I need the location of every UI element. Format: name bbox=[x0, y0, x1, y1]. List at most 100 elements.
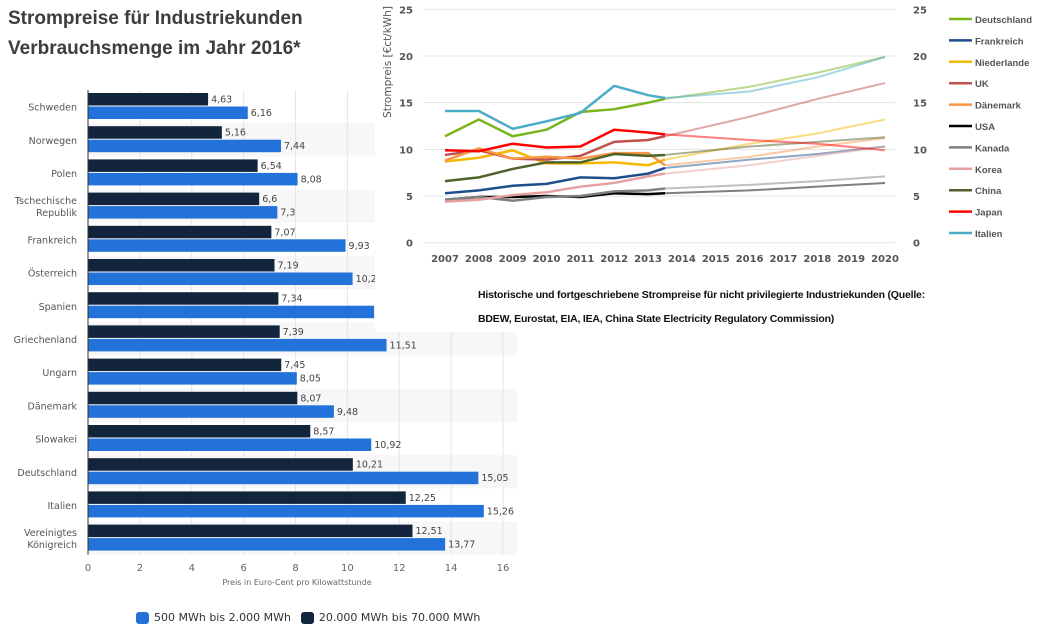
y-tick-label-right: 20 bbox=[913, 52, 927, 63]
caption-line-1: Historische und fortgeschriebene Strompr… bbox=[478, 289, 925, 301]
category-label: Tschechische bbox=[14, 196, 77, 207]
bar bbox=[88, 491, 406, 504]
legend-item-small-consumers[interactable]: 500 MWh bis 2.000 MWh bbox=[136, 611, 291, 624]
bar-value-label: 12,25 bbox=[409, 493, 436, 504]
category-label: Dänemark bbox=[28, 401, 78, 412]
y-tick-label-left: 10 bbox=[399, 145, 413, 156]
projection-line-korea bbox=[664, 145, 886, 175]
x-tick-label: 2007 bbox=[431, 254, 459, 265]
bar bbox=[88, 405, 334, 418]
y-tick-label-left: 25 bbox=[399, 5, 413, 16]
bar-value-label: 6,16 bbox=[251, 108, 272, 119]
bar-value-label: 7,19 bbox=[277, 261, 298, 272]
category-label: Ungarn bbox=[42, 368, 77, 379]
bar-legend: 500 MWh bis 2.000 MWh 20.000 MWh bis 70.… bbox=[136, 611, 480, 624]
x-tick-label: 2020 bbox=[871, 254, 899, 265]
legend-label: Korea bbox=[975, 165, 1003, 176]
x-tick-label: 2013 bbox=[634, 254, 662, 265]
legend-item-kanada[interactable]: Kanada bbox=[949, 143, 1010, 154]
legend-item-italien[interactable]: Italien bbox=[949, 229, 1003, 240]
x-tick-label: 2009 bbox=[499, 254, 527, 265]
bar bbox=[88, 139, 281, 153]
y-tick-label-left: 5 bbox=[406, 192, 413, 203]
historical-line-frankreich bbox=[444, 166, 666, 195]
y-tick-label-left: 0 bbox=[406, 239, 413, 250]
x-axis-title: Preis in Euro-Cent pro Kilowattstunde bbox=[222, 578, 371, 587]
x-tick-label: 12 bbox=[393, 563, 406, 574]
bar-value-label: 10,21 bbox=[356, 460, 383, 471]
bar-value-label: 10,2 bbox=[356, 274, 377, 285]
x-tick-label: 2017 bbox=[770, 254, 798, 265]
x-tick-label: 2018 bbox=[803, 254, 831, 265]
bar bbox=[88, 159, 258, 172]
bar bbox=[88, 372, 297, 385]
y-tick-label-right: 25 bbox=[913, 5, 927, 16]
projection-line-dänemark bbox=[664, 137, 886, 167]
bar bbox=[88, 358, 282, 372]
legend-label: Dänemark bbox=[975, 101, 1022, 112]
legend-item-large-consumers[interactable]: 20.000 MWh bis 70.000 MWh bbox=[300, 611, 481, 624]
legend-item-korea[interactable]: Korea bbox=[949, 165, 1003, 176]
legend-item-uk[interactable]: UK bbox=[949, 79, 989, 90]
category-label: Vereinigtes bbox=[24, 528, 77, 539]
y-tick-label-right: 5 bbox=[913, 192, 920, 203]
bar-value-label: 7,45 bbox=[284, 360, 305, 371]
bar bbox=[88, 438, 372, 451]
category-label: Polen bbox=[51, 169, 77, 180]
bar-value-label: 15,26 bbox=[487, 506, 514, 517]
bar bbox=[88, 106, 248, 119]
legend-item-china[interactable]: China bbox=[949, 186, 1002, 197]
legend-item-japan[interactable]: Japan bbox=[949, 208, 1003, 219]
legend-label: Frankreich bbox=[975, 36, 1024, 47]
historical-line-japan bbox=[444, 128, 666, 153]
legend-item-frankreich[interactable]: Frankreich bbox=[949, 36, 1024, 47]
category-label: Slowakei bbox=[35, 435, 77, 446]
historical-line-korea bbox=[444, 172, 666, 203]
x-tick-label: 14 bbox=[445, 563, 458, 574]
y-tick-label-right: 15 bbox=[913, 99, 927, 110]
bar-value-label: 7,44 bbox=[284, 141, 305, 152]
bar-value-label: 7,34 bbox=[281, 294, 302, 305]
bar-value-label: 12,51 bbox=[415, 526, 442, 537]
bar bbox=[88, 458, 353, 471]
legend-item-usa[interactable]: USA bbox=[949, 122, 995, 133]
bar-value-label: 7,07 bbox=[274, 227, 295, 238]
legend-label: Niederlande bbox=[975, 58, 1029, 69]
bar bbox=[88, 325, 280, 338]
bar bbox=[88, 504, 484, 518]
bar-value-label: 8,05 bbox=[300, 374, 321, 385]
bar bbox=[88, 126, 222, 139]
bar-value-label: 7,39 bbox=[283, 327, 304, 338]
x-tick-label: 2010 bbox=[533, 254, 561, 265]
projection-line-italien bbox=[664, 55, 886, 99]
x-tick-label: 2016 bbox=[736, 254, 764, 265]
bar bbox=[88, 272, 353, 285]
legend-item-deutschland[interactable]: Deutschland bbox=[949, 15, 1032, 26]
bar bbox=[88, 192, 260, 206]
category-label: Deutschland bbox=[17, 468, 77, 479]
caption-line-2: BDEW, Eurostat, EIA, IEA, China State El… bbox=[478, 313, 835, 325]
bar bbox=[88, 305, 375, 319]
bar bbox=[88, 206, 278, 219]
legend-label: Deutschland bbox=[975, 15, 1032, 26]
bar-value-label: 5,16 bbox=[225, 128, 246, 139]
legend-swatch bbox=[300, 611, 314, 624]
bar bbox=[88, 524, 413, 538]
legend-label: 20.000 MWh bis 70.000 MWh bbox=[318, 611, 481, 624]
bar-value-label: 8,08 bbox=[301, 174, 322, 185]
bar bbox=[88, 471, 479, 485]
projection-line-uk bbox=[664, 82, 886, 138]
legend-item-niederlande[interactable]: Niederlande bbox=[949, 58, 1029, 69]
line-chart-panel: 0 0 5 5 10 10 15 15 20 20 25 25 2007 2008 2009 2010 2011… bbox=[375, 0, 1043, 332]
bar bbox=[88, 259, 275, 272]
bar-value-label: 7,3 bbox=[280, 208, 295, 219]
chart-title-line-1: Strompreise für Industriekunden bbox=[8, 8, 303, 29]
legend-label: Italien bbox=[975, 229, 1003, 240]
category-label: Frankreich bbox=[28, 235, 77, 246]
projection-line-china bbox=[664, 136, 886, 156]
legend-item-dänemark[interactable]: Dänemark bbox=[949, 101, 1022, 112]
category-label: Spanien bbox=[39, 302, 77, 313]
chart-title-line-2: Verbrauchsmenge im Jahr 2016* bbox=[8, 38, 301, 59]
y-tick-label-left: 15 bbox=[399, 99, 413, 110]
